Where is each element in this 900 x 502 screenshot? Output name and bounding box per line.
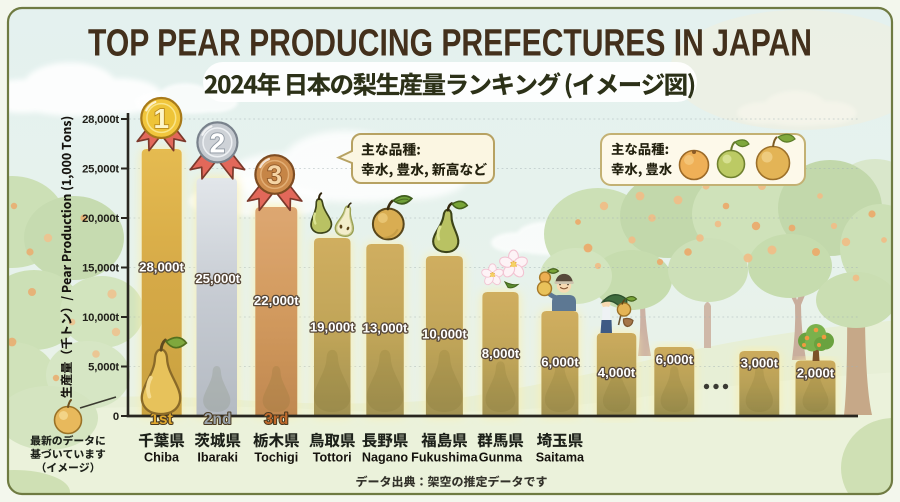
svg-text:Nagano: Nagano xyxy=(362,451,408,465)
svg-text:13,000t: 13,000t xyxy=(363,321,408,336)
svg-text:3rd: 3rd xyxy=(264,411,288,428)
svg-text:2,000t: 2,000t xyxy=(797,365,835,380)
svg-text:2nd: 2nd xyxy=(204,411,232,428)
svg-text:1: 1 xyxy=(154,103,170,134)
svg-text:Gunma: Gunma xyxy=(479,451,523,465)
svg-text:Tochigi: Tochigi xyxy=(254,451,298,465)
svg-text:Saitama: Saitama xyxy=(536,451,585,465)
svg-text:25,000t: 25,000t xyxy=(82,164,119,176)
svg-text:TOP PEAR PRODUCING PREFECTURES: TOP PEAR PRODUCING PREFECTURES IN JAPAN xyxy=(88,23,812,65)
svg-text:0: 0 xyxy=(113,411,119,423)
svg-text:4,000t: 4,000t xyxy=(598,365,636,380)
svg-text:1st: 1st xyxy=(150,411,172,428)
svg-text:10,000t: 10,000t xyxy=(82,312,119,324)
svg-text:5,000t: 5,000t xyxy=(88,362,119,374)
svg-text:6,000t: 6,000t xyxy=(541,355,579,370)
svg-text:Ibaraki: Ibaraki xyxy=(197,451,238,465)
svg-text:8,000t: 8,000t xyxy=(482,346,520,361)
svg-text:Chiba: Chiba xyxy=(144,451,180,465)
svg-text:25,000t: 25,000t xyxy=(195,271,240,286)
svg-text:6,000t: 6,000t xyxy=(656,352,694,367)
svg-text:15,000t: 15,000t xyxy=(82,263,119,275)
svg-text:Fukushima: Fukushima xyxy=(411,451,478,465)
svg-text:22,000t: 22,000t xyxy=(254,293,299,308)
svg-text:3: 3 xyxy=(267,160,282,190)
svg-text:3,000t: 3,000t xyxy=(741,356,779,371)
svg-text:10,000t: 10,000t xyxy=(422,327,467,342)
svg-text:20,000t: 20,000t xyxy=(82,213,119,225)
svg-text:19,000t: 19,000t xyxy=(310,320,355,335)
svg-text:28,000t: 28,000t xyxy=(82,114,119,126)
svg-text:2: 2 xyxy=(210,127,226,158)
svg-text:Tottori: Tottori xyxy=(313,451,352,465)
svg-text:28,000t: 28,000t xyxy=(139,260,184,275)
